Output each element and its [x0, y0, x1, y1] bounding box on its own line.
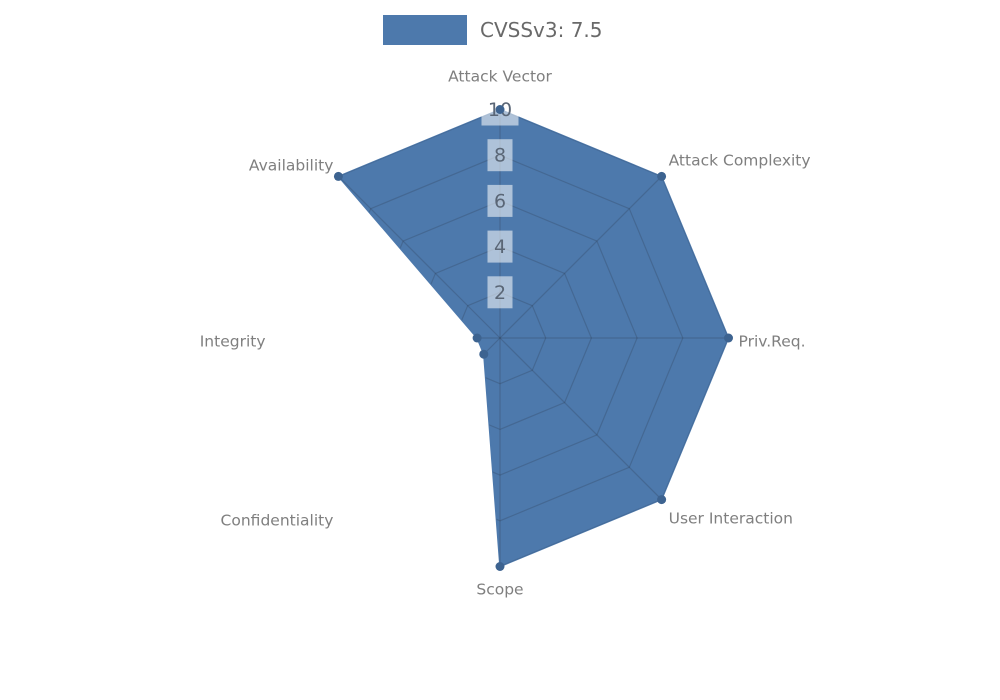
radial-tick-box — [487, 139, 513, 172]
grid-ring-10 — [338, 109, 729, 567]
radial-tick-box — [487, 230, 513, 263]
legend-swatch-icon — [383, 15, 467, 45]
data-point-scope[interactable] — [495, 562, 505, 571]
legend-item-cvssv3[interactable]: CVSSv3: 7.5 — [383, 15, 603, 45]
axis-label-priv-req-: Priv.Req. — [739, 333, 806, 351]
radial-tick-box — [487, 184, 513, 217]
radial-tick-label-4: 4 — [494, 236, 506, 258]
axis-label-scope: Scope — [476, 581, 523, 599]
axis-label-user-interaction: User Interaction — [669, 510, 793, 528]
axis-label-attack-complexity: Attack Complexity — [669, 151, 811, 169]
axis-spoke — [499, 337, 663, 501]
axis-spoke — [338, 337, 501, 501]
legend-label: CVSSv3: 7.5 — [480, 18, 603, 42]
axis-label-confidentiality: Confidentiality — [221, 512, 334, 530]
axis-spoke — [499, 175, 663, 339]
axis-spoke — [338, 175, 501, 339]
radial-tick-label-6: 6 — [494, 190, 506, 212]
grid-ring-2 — [453, 291, 547, 385]
axis-label-availability: Availability — [249, 156, 334, 174]
data-point-attack-complexity[interactable] — [657, 171, 667, 181]
data-point-attack-vector[interactable] — [495, 105, 505, 114]
data-point-integrity[interactable] — [472, 333, 482, 343]
radial-tick-label-2: 2 — [494, 282, 506, 304]
data-point-availability[interactable] — [333, 171, 343, 181]
axis-label-attack-vector: Attack Vector — [448, 68, 552, 86]
legend-swatch-rect — [383, 15, 467, 45]
legend: CVSSv3: 7.5 — [383, 15, 603, 45]
axis-label-integrity: Integrity — [200, 333, 266, 351]
radial-tick-box — [487, 276, 513, 309]
data-point-priv-req-[interactable] — [724, 333, 733, 343]
data-point-confidentiality[interactable] — [479, 349, 489, 359]
radial-tick-label-8: 8 — [494, 145, 506, 167]
data-point-user-interaction[interactable] — [657, 495, 667, 505]
